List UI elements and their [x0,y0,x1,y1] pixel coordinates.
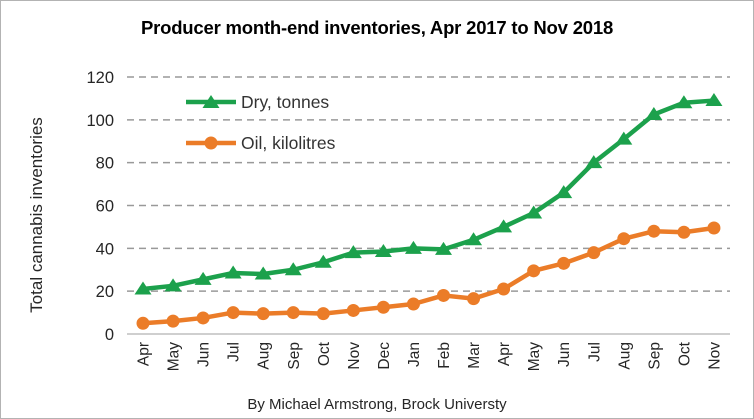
footer-credit: By Michael Armstrong, Brock Universty [247,396,507,413]
oil-data-point-marker [467,292,481,306]
dry-data-point-marker [254,266,272,280]
legend-label-oil: Oil, kilolitres [241,132,336,153]
oil-data-point-marker [497,282,511,296]
oil-series-legend-marker-icon [186,136,236,150]
oil-data-point-marker [437,288,450,302]
x-tick-label: May [526,342,543,372]
x-tick-label: Aug [616,342,633,370]
oil-data-point-marker [647,224,661,238]
x-tick-label: Nov [706,342,723,370]
oil-data-point-marker [617,232,631,246]
x-tick-label: Feb [436,342,453,369]
x-tick-label: Sep [646,342,663,370]
oil-data-point-marker [376,300,390,314]
x-tick-label: Jul [226,342,243,362]
dry-data-point-marker [495,219,513,233]
y-tick-label: 120 [86,69,114,87]
x-tick-label: Oct [316,341,333,366]
x-tick-label: Jun [556,342,573,367]
x-tick-label: Apr [496,342,513,366]
dry-data-point-marker [705,93,723,107]
dry-data-point-marker [465,232,483,246]
dry-data-point-marker [284,262,302,276]
oil-data-point-marker [256,307,270,321]
x-tick-label: Jun [196,342,213,367]
y-axis-title: Total cannabis inventories [27,117,46,313]
dry-data-point-marker [374,244,392,258]
chart-title: Producer month-end inventories, Apr 2017… [140,17,614,38]
oil-data-point-marker [166,314,180,328]
x-tick-label: Jul [586,342,603,362]
oil-data-point-marker [406,297,420,311]
dry-data-point-marker [134,281,152,295]
dry-series-line [140,98,717,292]
y-tick-label: 40 [96,240,114,258]
oil-data-point-marker [527,264,541,278]
legend-item-oil: Oil, kilolitres [185,132,336,153]
x-tick-label: Jan [406,342,423,367]
y-tick-label: 0 [105,326,114,344]
oil-data-point-marker [587,246,601,260]
legend-label-dry: Dry, tonnes [241,91,330,112]
y-tick-label: 20 [96,283,114,301]
y-tick-label: 100 [86,112,114,130]
oil-data-point-marker [226,306,240,320]
y-tick-label: 60 [96,198,114,216]
dry-data-point-marker [525,205,543,219]
dry-data-point-marker [645,106,663,120]
x-tick-label: Mar [466,342,483,369]
dry-data-point-marker [404,240,422,254]
x-tick-label: Nov [346,342,363,370]
dry-data-point-marker [615,131,633,145]
dry-data-point-marker [224,265,242,279]
x-tick-label: Apr [136,342,153,366]
oil-data-point-marker [286,306,300,320]
y-tick-label: 80 [96,155,114,173]
oil-data-point-marker [316,307,330,321]
dry-data-point-marker [435,241,452,255]
oil-data-point-marker [136,316,150,330]
dry-data-point-marker [585,155,603,169]
x-tick-label: Sep [286,342,303,370]
dry-data-point-marker [164,278,182,292]
legend-item-dry: Dry, tonnes [185,91,330,112]
oil-data-point-marker [346,303,360,317]
dry-data-point-marker [194,271,212,285]
oil-data-point-marker [557,256,571,270]
dry-data-point-marker [555,185,573,199]
dry-data-point-marker [344,245,362,259]
oil-data-point-marker [677,225,691,239]
x-tick-label: Oct [676,341,693,366]
x-tick-label: Aug [256,342,273,370]
oil-data-point-marker [196,311,210,325]
dry-series-legend-marker-icon [186,95,236,108]
oil-data-point-marker [707,221,721,235]
x-tick-label: Dec [376,342,393,370]
x-tick-label: May [166,342,183,372]
dry-data-point-marker [314,254,332,268]
dry-data-point-marker [675,95,693,109]
